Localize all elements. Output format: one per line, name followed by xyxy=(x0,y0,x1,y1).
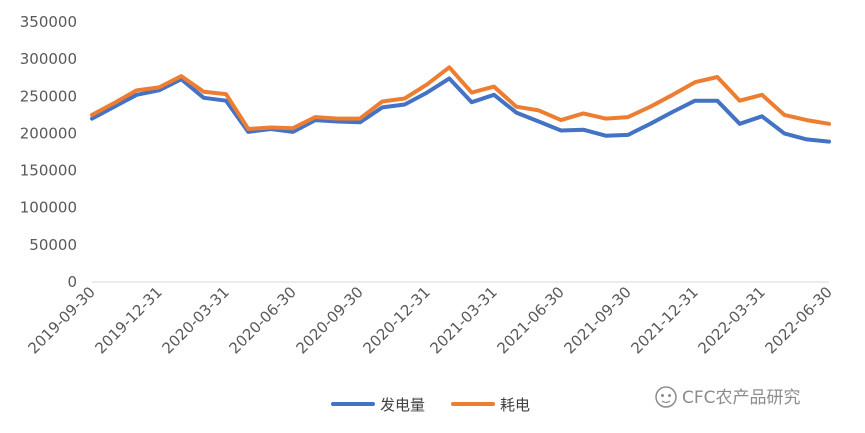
x-tick-label: 2021-06-30 xyxy=(493,283,567,357)
x-tick-label: 2020-06-30 xyxy=(225,283,299,357)
watermark: CFC农产品研究 xyxy=(655,386,801,408)
wechat-icon xyxy=(655,386,677,408)
x-tick-label: 2021-09-30 xyxy=(560,283,634,357)
x-tick-label: 2020-09-30 xyxy=(292,283,366,357)
x-tick-label: 2021-03-31 xyxy=(426,283,500,357)
y-tick-label: 250000 xyxy=(20,87,77,105)
x-tick-label: 2019-09-30 xyxy=(24,283,98,357)
y-tick-label: 150000 xyxy=(20,162,77,180)
x-axis-ticks: 2019-09-302019-12-312020-03-312020-06-30… xyxy=(24,283,835,357)
y-tick-label: 350000 xyxy=(20,13,77,31)
x-tick-label: 2020-12-31 xyxy=(359,283,433,357)
y-tick-label: 200000 xyxy=(20,124,77,142)
x-tick-label: 2021-12-31 xyxy=(627,283,701,357)
series-line-1 xyxy=(90,65,831,131)
x-tick-label: 2022-03-31 xyxy=(694,283,768,357)
y-tick-label: 100000 xyxy=(20,199,77,217)
legend-label: 发电量 xyxy=(380,396,425,414)
series-line-0 xyxy=(90,76,831,144)
x-tick-label: 2022-06-30 xyxy=(761,283,835,357)
x-tick-label: 2020-03-31 xyxy=(158,283,232,357)
series-lines xyxy=(90,65,831,144)
legend: 发电量 耗电 xyxy=(331,396,530,414)
legend-label: 耗电 xyxy=(500,396,530,414)
y-tick-label: 50000 xyxy=(29,236,77,254)
watermark-text: CFC农产品研究 xyxy=(682,388,801,408)
x-tick-label: 2019-12-31 xyxy=(91,283,165,357)
y-tick-label: 300000 xyxy=(20,50,77,68)
y-axis-ticks: 0 50000 100000 150000 200000 250000 300000 3500… xyxy=(20,13,77,291)
y-tick-label: 0 xyxy=(67,273,77,291)
